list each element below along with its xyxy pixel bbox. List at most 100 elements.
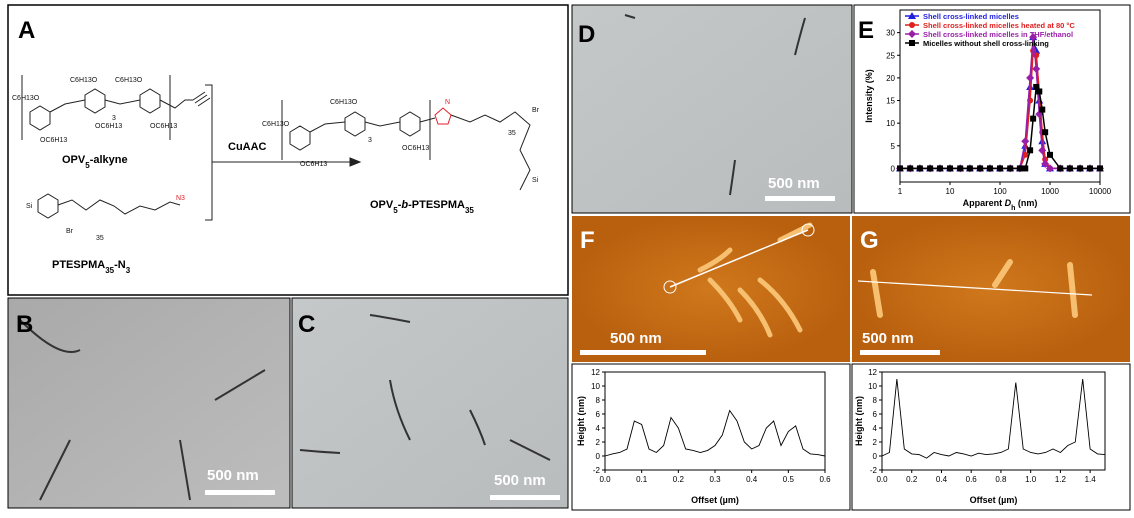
- y-tick-label: 6: [873, 410, 878, 419]
- name-part: 35: [465, 206, 474, 215]
- data-point: [1027, 147, 1034, 154]
- panel-label: A: [18, 17, 35, 44]
- data-point: [1047, 151, 1053, 158]
- label-part: (nm): [1015, 198, 1037, 208]
- y-tick-label: 5: [891, 142, 896, 151]
- atom-label: C6H13O: [262, 121, 290, 128]
- name-part: 3: [126, 266, 131, 275]
- panel-label: G: [860, 227, 879, 254]
- y-axis-label: Height (nm): [854, 396, 864, 446]
- data-point: [936, 165, 943, 172]
- panel-label: E: [858, 17, 874, 44]
- x-tick-label: 0.8: [995, 475, 1007, 484]
- data-point: [977, 165, 984, 172]
- x-tick-label: 0.1: [636, 475, 648, 484]
- data-point: [1007, 165, 1014, 172]
- micelles: [870, 259, 1078, 318]
- y-axis-label: Intensity (%): [864, 69, 874, 123]
- x-tick-label: 0.3: [709, 475, 721, 484]
- data-point: [1016, 165, 1023, 172]
- name-part: -PTESPMA: [408, 199, 465, 211]
- micelles: [697, 222, 813, 338]
- name-part: OPV: [370, 199, 394, 211]
- atom-label: 3: [368, 137, 372, 144]
- data-point: [1057, 165, 1064, 172]
- y-tick-label: 10: [886, 119, 895, 128]
- x-tick-label: 0.5: [783, 475, 795, 484]
- x-tick-label: 0.2: [906, 475, 918, 484]
- x-tick-label: 1: [898, 187, 903, 196]
- atom-label: OC6H13: [402, 145, 429, 152]
- y-tick-label: 2: [873, 438, 878, 447]
- x-tick-label: 0.6: [819, 475, 831, 484]
- label-part: Apparent: [963, 198, 1005, 208]
- y-tick-label: 10: [868, 382, 877, 391]
- data-point: [1038, 137, 1047, 145]
- y-tick-label: 4: [873, 424, 878, 433]
- name-part: 35: [105, 266, 114, 275]
- x-tick-label: 100: [993, 187, 1007, 196]
- panel-g-chart-frame: [851, 363, 1131, 511]
- atom-label: C6H13O: [330, 99, 358, 106]
- x-axis-label: Offset (µm): [970, 495, 1018, 505]
- x-tick-label: 10000: [1089, 187, 1112, 196]
- legend-label: Shell cross-linked micelles: [923, 12, 1019, 21]
- data-point: [1077, 165, 1084, 172]
- atom-label: OC6H13: [150, 123, 177, 130]
- x-tick-label: 0.6: [966, 475, 978, 484]
- x-tick-label: 0.0: [876, 475, 888, 484]
- atom-label: OC6H13: [300, 161, 327, 168]
- reaction-label: CuAAC: [228, 141, 267, 153]
- data-point: [1039, 106, 1046, 113]
- scheme-atom-labels: C6H13O C6H13O C6H13O OC6H13 OC6H13 OC6H1…: [12, 77, 540, 242]
- scale-bar-label: 500 nm: [862, 330, 914, 347]
- panel-f-chart-frame: [571, 363, 851, 511]
- name-part: 5: [85, 161, 90, 170]
- data-point: [1046, 164, 1054, 173]
- x-tick-label: 0.4: [746, 475, 758, 484]
- atom-label: OC6H13: [40, 137, 67, 144]
- y-tick-label: 30: [886, 29, 895, 38]
- y-tick-label: 2: [596, 438, 601, 447]
- data-point: [908, 30, 916, 38]
- atom-label: N: [445, 99, 450, 106]
- micelles: [624, 14, 806, 196]
- name-part: OPV: [62, 154, 86, 166]
- data-point: [1041, 159, 1050, 168]
- panel-label: C: [298, 311, 315, 338]
- data-point: [1036, 88, 1043, 95]
- profile-end: [663, 280, 677, 294]
- data-point: [1021, 141, 1030, 149]
- data-point: [1066, 165, 1073, 172]
- name-part: 5: [393, 206, 398, 215]
- panel-label: D: [578, 21, 595, 48]
- x-axis-label: Apparent Dh (nm): [963, 198, 1038, 212]
- scale-bar: [765, 196, 835, 201]
- data-point: [907, 165, 914, 172]
- legend-label: Shell cross-linked micelles heated at 80…: [923, 21, 1075, 30]
- product: OPV5-b-PTESPMA35: [370, 199, 474, 215]
- data-point: [997, 165, 1003, 172]
- y-tick-label: 0: [596, 452, 601, 461]
- atom-label: OC6H13: [95, 123, 122, 130]
- y-tick-label: 0: [891, 164, 896, 173]
- atom-label: 35: [96, 235, 104, 242]
- reactant-1: OPV5-alkyne: [62, 154, 128, 170]
- data-point: [1032, 64, 1041, 73]
- data-point: [1026, 73, 1035, 82]
- panel-label: F: [580, 227, 595, 254]
- data-point: [897, 165, 903, 172]
- data-point: [908, 12, 916, 19]
- legend-label: Micelles without shell cross-linking: [923, 39, 1049, 48]
- scale-bar: [580, 350, 706, 355]
- scale-bar: [490, 495, 560, 500]
- data-point: [986, 165, 993, 172]
- scale-bar-label: 500 nm: [768, 175, 820, 192]
- atom-label: N3: [176, 195, 185, 202]
- scale-bar-label: 500 nm: [610, 330, 662, 347]
- name-part: -alkyne: [90, 154, 128, 166]
- y-tick-label: -2: [870, 466, 878, 475]
- scale-bar: [205, 490, 275, 495]
- data-point: [927, 165, 934, 172]
